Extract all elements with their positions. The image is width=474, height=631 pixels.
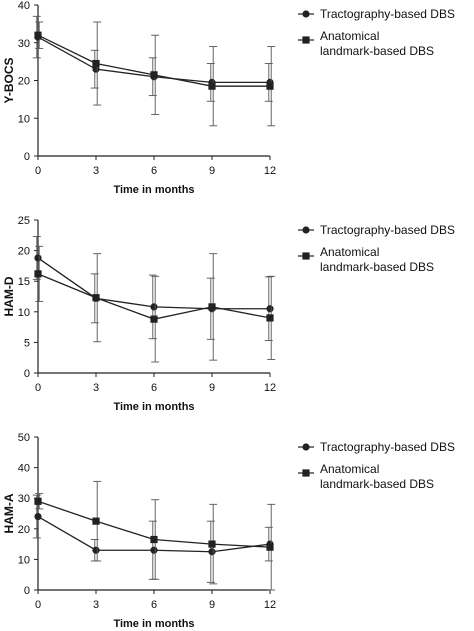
y-axis-label: Y-BOCS: [2, 57, 16, 103]
series-anatomical: [34, 245, 276, 363]
legend: Tractography-based DBS Anatomicallandmark…: [298, 440, 455, 491]
legend-label-tractography: Tractography-based DBS: [320, 7, 455, 21]
data-point-circle: [92, 65, 100, 73]
y-tick-label: 25: [18, 215, 30, 227]
x-tick-label: 0: [35, 165, 41, 177]
legend-label-anatomical-line1: Anatomical: [320, 462, 379, 476]
y-tick-label: 5: [24, 337, 30, 349]
data-point-circle: [92, 546, 100, 554]
series-tractography: [32, 236, 274, 342]
data-point-circle: [34, 254, 42, 262]
x-tick-label: 9: [209, 599, 215, 611]
series-anatomical: [34, 21, 276, 127]
chart-panel-ham-a: 0 10 20 30 40 50 0 3 6 9 12 Time in months HAM-A Trac…: [2, 432, 455, 630]
data-point-square: [208, 303, 216, 311]
data-point-square: [34, 31, 42, 39]
x-tick-label: 3: [93, 382, 99, 394]
data-point-square: [92, 294, 100, 302]
y-tick-label: 15: [18, 276, 30, 288]
legend-label-tractography: Tractography-based DBS: [320, 440, 455, 454]
x-tick-label: 6: [151, 599, 157, 611]
data-point-square: [150, 315, 158, 323]
x-tick-label: 9: [209, 165, 215, 177]
legend-label-anatomical-line1: Anatomical: [320, 29, 379, 43]
series-tractography: [32, 15, 274, 102]
y-axis-label: HAM-D: [2, 276, 16, 316]
legend-label-anatomical-line1: Anatomical: [320, 245, 379, 259]
data-point-square: [34, 497, 42, 505]
series-line: [37, 515, 271, 553]
y-tick-label: 30: [18, 493, 30, 505]
x-tick-label: 12: [264, 382, 276, 394]
data-point-circle: [208, 548, 216, 556]
y-tick-label: 10: [18, 307, 30, 319]
legend-label-anatomical-line2: landmark-based DBS: [320, 260, 434, 274]
y-tick-label: 20: [18, 246, 30, 258]
legend-marker-circle: [302, 443, 310, 451]
y-axis-label: HAM-A: [2, 493, 16, 533]
chart-panel-y-bocs: 0 10 20 30 40 0 3 6 9 12 Time in months Y-BOCS Tract…: [2, 0, 455, 196]
y-tick-label: 40: [18, 463, 30, 475]
data-point-square: [34, 270, 42, 278]
legend-marker-square: [302, 36, 310, 44]
x-axis-label: Time in months: [113, 184, 194, 196]
data-point-square: [208, 82, 216, 90]
series-line: [37, 273, 271, 320]
series-line: [37, 257, 270, 310]
y-tick-label: 50: [18, 432, 30, 444]
x-axis-label: Time in months: [113, 401, 194, 413]
legend-marker-square: [302, 252, 310, 260]
x-tick-label: 0: [35, 599, 41, 611]
data-point-square: [92, 517, 100, 525]
x-axis-label: Time in months: [113, 618, 194, 630]
y-tick-label: 30: [18, 38, 30, 50]
data-point-circle: [266, 305, 274, 313]
data-point-square: [150, 71, 158, 79]
legend-marker-circle: [302, 226, 310, 234]
data-point-square: [92, 59, 100, 68]
x-tick-label: 3: [93, 165, 99, 177]
x-tick-label: 12: [264, 165, 276, 177]
legend-label-anatomical-line2: landmark-based DBS: [320, 44, 434, 58]
series-anatomical: [34, 480, 276, 591]
y-tick-label: 20: [18, 524, 30, 536]
y-tick-label: 10: [18, 113, 30, 125]
data-point-circle: [150, 303, 158, 311]
x-tick-label: 6: [151, 382, 157, 394]
y-tick-label: 0: [24, 368, 30, 380]
legend-label-anatomical-line2: landmark-based DBS: [320, 477, 434, 491]
y-tick-label: 0: [24, 585, 30, 597]
y-tick-label: 0: [24, 151, 30, 163]
x-tick-label: 0: [35, 382, 41, 394]
legend-marker-circle: [302, 10, 310, 18]
legend: Tractography-based DBS Anatomicallandmark…: [298, 7, 455, 58]
data-point-square: [266, 543, 274, 551]
chart-panel-ham-d: 0 5 10 15 20 25 0 3 6 9 12 Time in months HAM-D Tract…: [2, 215, 455, 413]
y-tick-label: 40: [18, 0, 30, 12]
data-point-square: [150, 535, 158, 544]
data-point-circle: [34, 512, 42, 521]
legend-marker-square: [302, 469, 310, 477]
y-tick-label: 20: [18, 76, 30, 88]
y-tick-label: 10: [18, 554, 30, 566]
legend: Tractography-based DBS Anatomicallandmark…: [298, 223, 455, 274]
data-point-square: [208, 540, 216, 548]
data-point-square: [266, 82, 274, 90]
x-tick-label: 9: [209, 382, 215, 394]
x-tick-label: 3: [93, 599, 99, 611]
data-point-circle: [150, 546, 158, 554]
x-tick-label: 12: [264, 599, 276, 611]
data-point-square: [266, 314, 274, 322]
legend-label-tractography: Tractography-based DBS: [320, 223, 455, 237]
x-tick-label: 6: [151, 165, 157, 177]
